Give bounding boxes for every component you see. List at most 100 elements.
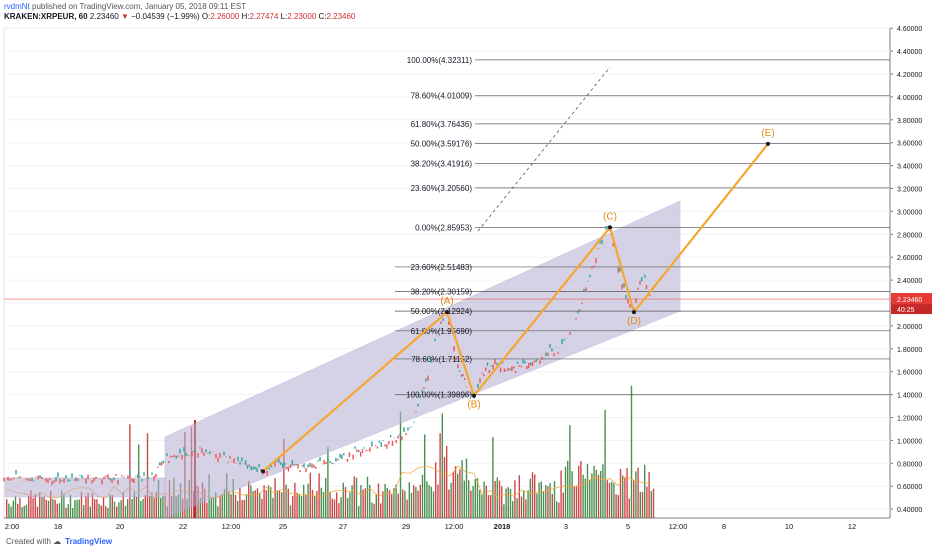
volume-bar (384, 483, 386, 518)
wave-lines[interactable]: (A) (B) (C) (D) (E) (261, 128, 775, 474)
close-value: 2.23460 (326, 12, 356, 21)
volume-bar (309, 472, 311, 518)
wave-point (472, 393, 476, 398)
volume-bar (294, 482, 296, 518)
time-tick-label: 10 (785, 522, 793, 531)
volume-bar (355, 477, 358, 518)
volume-bar (450, 482, 452, 518)
volume-bar (96, 499, 98, 518)
volume-bar (50, 490, 52, 518)
volume-bar (399, 411, 402, 518)
volume-bar (551, 494, 553, 518)
fib-level-label: 38.20%(3.41916) (411, 159, 473, 168)
price-tick-label: 4.20000 (897, 72, 922, 79)
fib-level-label: 78.60%(1.71152) (411, 355, 472, 364)
volume-bar (465, 458, 468, 518)
volume-bar (463, 480, 465, 518)
fib-retracement[interactable]: 100.00%(4.32311) 78.60%(4.01009) 61.80%(3.… (4, 56, 890, 400)
volume-bar (437, 484, 439, 518)
volume-bar (479, 489, 481, 518)
volume-bar (221, 493, 223, 518)
volume-bar (580, 461, 582, 518)
volume-bar (417, 490, 419, 518)
volume-bar (505, 488, 507, 518)
volume-bar (527, 490, 529, 518)
volume-bar (567, 460, 569, 518)
volume-bar (509, 488, 512, 518)
volume-bar (586, 463, 589, 518)
volume-bar (428, 485, 430, 518)
volume-bar (560, 470, 562, 518)
wave-point (632, 310, 636, 315)
volume-bar (131, 499, 133, 518)
time-tick-label: 29 (402, 522, 410, 531)
volume-bar (578, 465, 580, 518)
volume-bar (419, 484, 421, 518)
volume-bar (100, 505, 102, 518)
volume-bar (542, 491, 545, 518)
volume-bar (518, 475, 520, 518)
last-price-badge-text: 2.23460 (897, 297, 922, 304)
volume-bar (305, 495, 307, 518)
volume-bar (259, 492, 261, 518)
volume-bar (591, 473, 593, 518)
volume-bar (289, 505, 292, 518)
volume-bar (256, 488, 259, 518)
volume-bar (91, 493, 94, 518)
volume-bar (483, 481, 485, 518)
volume-bar (212, 497, 215, 518)
volume-bar (263, 485, 265, 518)
volume-bar (344, 487, 347, 518)
volume-bar (230, 494, 232, 518)
volume-bar (199, 497, 201, 518)
created-with-text: Created with (6, 537, 51, 546)
symbol-label[interactable]: KRAKEN:XRPEUR, 60 (4, 12, 88, 21)
time-axis[interactable]: 2:00 18 20 22 12:00 25 27 29 12:00 2018 3 5 12:00 8 10… (5, 522, 856, 531)
volume-bar (397, 493, 399, 518)
close-label: C: (318, 12, 327, 21)
volume-bar (83, 505, 85, 518)
last-price: 2.23460 (89, 12, 119, 21)
price-chart[interactable]: 100.00%(4.32311) 78.60%(4.01009) 61.80%(3.… (0, 26, 932, 534)
low-label: L: (280, 12, 288, 21)
price-tick-label: 4.40000 (897, 49, 922, 56)
down-arrow-icon: ▼ (120, 12, 129, 21)
volume-bar (116, 506, 118, 518)
change-value: −0.04539 (−1.99%) (131, 12, 200, 21)
volume-bar (593, 465, 595, 518)
volume-bar (12, 500, 14, 518)
volume-bar (525, 499, 527, 518)
volume-bar (404, 490, 406, 518)
volume-bar (639, 491, 641, 518)
tradingview-brand[interactable]: TradingView (65, 537, 113, 546)
volume-bar (575, 485, 578, 518)
volume-bar (388, 489, 391, 518)
volume-bar (523, 490, 525, 518)
price-axis[interactable]: 4.60000 4.40000 4.20000 4.00000 3.80000 3.600… (890, 26, 932, 514)
footer: Created with ☁ TradingView (0, 534, 932, 550)
volume-bar (485, 485, 487, 518)
volume-bar (362, 489, 364, 518)
volume-bar (241, 500, 243, 518)
volume-bar (118, 502, 120, 518)
countdown-badge-text: 40:25 (897, 307, 915, 314)
volume-bar (28, 495, 30, 518)
volume-bar (606, 480, 608, 518)
volume-bar (237, 501, 239, 518)
volume-bar (371, 502, 373, 518)
volume-bar (490, 495, 492, 518)
volume-bar (278, 490, 281, 518)
volume-bar (582, 474, 584, 518)
price-tick-label: 4.60000 (897, 26, 922, 33)
volume-bar (98, 503, 100, 518)
volume-bar (52, 499, 54, 518)
time-tick-label: 25 (279, 522, 287, 531)
volume-bar (14, 496, 17, 518)
volume-bar (358, 505, 360, 518)
author-link[interactable]: rvdmNt (4, 2, 30, 11)
volume-bar (140, 500, 142, 518)
time-tick-label: 2018 (494, 522, 511, 531)
volume-bar (415, 487, 417, 518)
volume-bar (157, 479, 160, 518)
time-tick-label: 12:00 (669, 522, 688, 531)
